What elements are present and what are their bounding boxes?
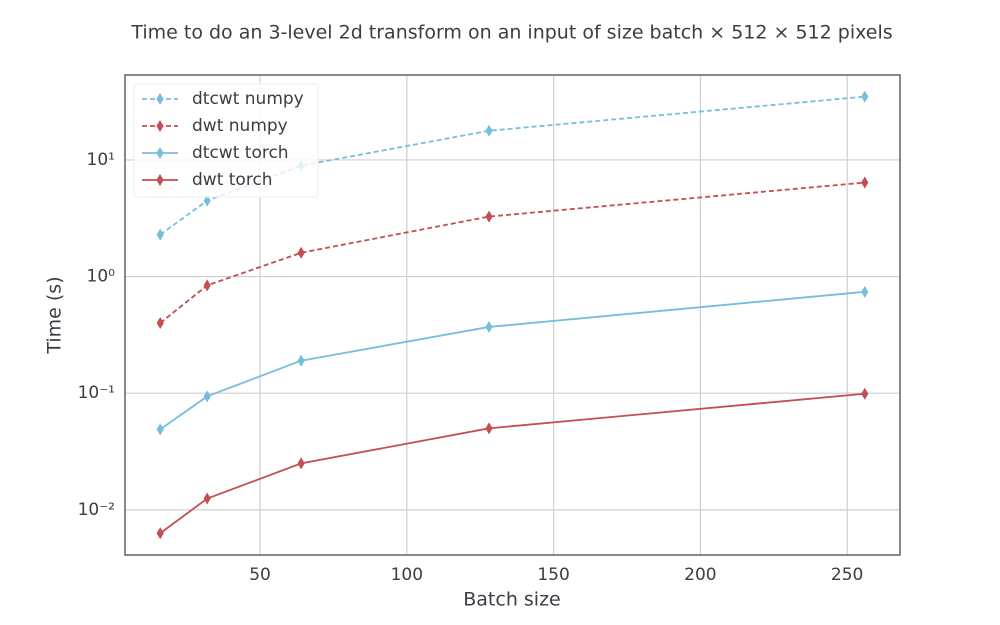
- marker: [156, 228, 164, 241]
- marker: [861, 285, 869, 298]
- marker: [297, 246, 305, 259]
- x-tick-label: 150: [537, 565, 569, 585]
- marker: [861, 90, 869, 103]
- marker: [156, 316, 164, 329]
- marker: [203, 194, 211, 207]
- x-tick-label: 200: [684, 565, 716, 585]
- series-line: [159, 392, 865, 534]
- marker: [297, 354, 305, 367]
- chart-title: Time to do an 3-level 2d transform on an…: [130, 22, 892, 44]
- series-line: [159, 181, 865, 324]
- marker: [203, 492, 211, 505]
- marker: [485, 320, 493, 333]
- x-axis-label: Batch size: [463, 589, 561, 611]
- marker: [861, 387, 869, 400]
- marker: [156, 527, 164, 540]
- marker: [485, 124, 493, 137]
- y-tick-label: 10⁰: [87, 267, 116, 287]
- y-tick-label: 10¹: [87, 150, 115, 170]
- y-tick-label: 10⁻¹: [78, 383, 115, 403]
- marker: [485, 422, 493, 435]
- plot-frame: [124, 74, 901, 556]
- x-tick-label: 50: [249, 565, 271, 585]
- legend-label: dtcwt torch: [192, 143, 289, 163]
- y-axis-label: Time (s): [44, 276, 66, 354]
- marker: [861, 176, 869, 189]
- series-line: [159, 95, 865, 236]
- marker: [203, 279, 211, 292]
- legend-marker: [156, 147, 164, 159]
- marker: [203, 390, 211, 403]
- legend-label: dwt torch: [192, 170, 273, 190]
- legend-marker: [156, 174, 164, 186]
- legend-marker: [156, 120, 164, 132]
- y-tick-label: 10⁻²: [78, 500, 115, 520]
- marker: [485, 210, 493, 223]
- marker: [156, 423, 164, 436]
- legend-label: dwt numpy: [192, 116, 288, 136]
- legend-marker: [156, 93, 164, 105]
- legend-box: [133, 83, 319, 198]
- x-tick-label: 250: [831, 565, 863, 585]
- series-line: [159, 290, 865, 431]
- x-tick-label: 100: [391, 565, 423, 585]
- legend-label: dtcwt numpy: [192, 89, 304, 109]
- marker: [297, 457, 305, 470]
